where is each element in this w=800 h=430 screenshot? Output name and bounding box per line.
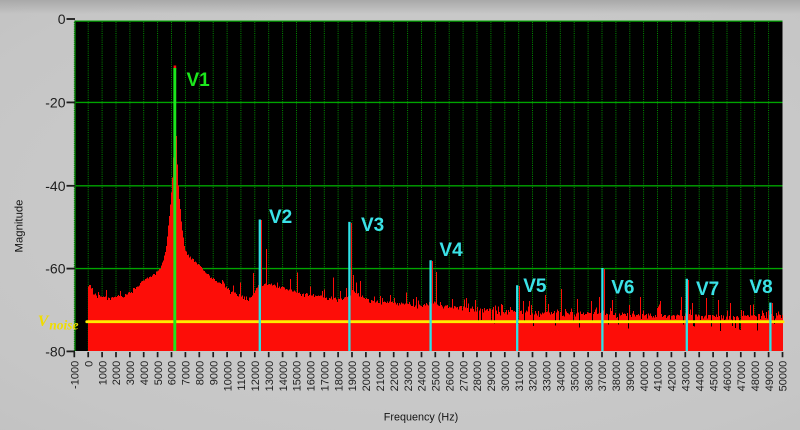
svg-text:26000: 26000 bbox=[444, 361, 456, 392]
svg-text:1000: 1000 bbox=[97, 361, 109, 385]
svg-text:49000: 49000 bbox=[764, 361, 776, 392]
svg-text:23000: 23000 bbox=[403, 361, 415, 392]
svg-text:V3: V3 bbox=[361, 215, 384, 236]
svg-text:42000: 42000 bbox=[667, 361, 679, 392]
svg-text:0: 0 bbox=[58, 11, 66, 27]
svg-text:24000: 24000 bbox=[417, 361, 429, 392]
svg-text:37000: 37000 bbox=[597, 361, 609, 392]
svg-text:V7: V7 bbox=[696, 279, 719, 300]
svg-text:50000: 50000 bbox=[778, 361, 790, 392]
svg-text:V5: V5 bbox=[523, 276, 547, 297]
svg-text:36000: 36000 bbox=[583, 361, 595, 392]
svg-text:17000: 17000 bbox=[320, 361, 332, 392]
svg-text:V: V bbox=[38, 313, 50, 330]
svg-text:-80: -80 bbox=[45, 343, 65, 359]
svg-text:11000: 11000 bbox=[236, 361, 248, 391]
svg-text:4000: 4000 bbox=[139, 361, 151, 385]
svg-text:29000: 29000 bbox=[486, 361, 498, 392]
svg-text:V4: V4 bbox=[439, 240, 463, 261]
svg-text:V2: V2 bbox=[269, 207, 292, 228]
svg-text:-60: -60 bbox=[45, 261, 65, 277]
svg-text:V6: V6 bbox=[611, 278, 634, 299]
svg-text:35000: 35000 bbox=[569, 361, 581, 392]
svg-text:27000: 27000 bbox=[458, 361, 470, 392]
svg-text:0: 0 bbox=[83, 361, 95, 367]
svg-text:V8: V8 bbox=[749, 277, 772, 298]
svg-text:39000: 39000 bbox=[625, 361, 637, 392]
svg-text:21000: 21000 bbox=[375, 361, 387, 392]
svg-text:18000: 18000 bbox=[333, 361, 345, 392]
svg-text:48000: 48000 bbox=[750, 361, 762, 392]
svg-text:12000: 12000 bbox=[250, 361, 262, 392]
svg-text:30000: 30000 bbox=[500, 361, 512, 392]
svg-text:19000: 19000 bbox=[347, 361, 359, 392]
svg-text:13000: 13000 bbox=[264, 361, 276, 392]
svg-text:6000: 6000 bbox=[167, 361, 179, 385]
svg-text:-1000: -1000 bbox=[70, 361, 82, 389]
svg-text:41000: 41000 bbox=[653, 361, 665, 392]
svg-text:46000: 46000 bbox=[722, 361, 734, 392]
svg-text:7000: 7000 bbox=[181, 361, 193, 385]
svg-text:25000: 25000 bbox=[431, 361, 443, 392]
svg-text:2000: 2000 bbox=[111, 361, 123, 385]
svg-text:40000: 40000 bbox=[639, 361, 651, 392]
svg-text:45000: 45000 bbox=[708, 361, 720, 392]
svg-text:47000: 47000 bbox=[736, 361, 748, 392]
svg-text:28000: 28000 bbox=[472, 361, 484, 392]
svg-text:32000: 32000 bbox=[528, 361, 540, 392]
svg-text:5000: 5000 bbox=[153, 361, 165, 385]
svg-text:10000: 10000 bbox=[222, 361, 234, 392]
svg-text:20000: 20000 bbox=[361, 361, 373, 392]
svg-text:44000: 44000 bbox=[694, 361, 706, 392]
svg-text:34000: 34000 bbox=[556, 361, 568, 392]
svg-text:V1: V1 bbox=[187, 70, 211, 91]
svg-text:14000: 14000 bbox=[278, 361, 290, 392]
svg-text:15000: 15000 bbox=[292, 361, 304, 392]
svg-text:noise: noise bbox=[49, 318, 78, 333]
svg-text:38000: 38000 bbox=[611, 361, 623, 392]
svg-text:16000: 16000 bbox=[306, 361, 318, 392]
svg-text:-40: -40 bbox=[45, 178, 65, 194]
svg-text:Magnitude: Magnitude bbox=[13, 200, 25, 253]
svg-text:-20: -20 bbox=[45, 94, 65, 110]
svg-text:3000: 3000 bbox=[125, 361, 137, 385]
svg-text:8000: 8000 bbox=[195, 361, 207, 385]
svg-text:22000: 22000 bbox=[389, 361, 401, 392]
svg-text:33000: 33000 bbox=[542, 361, 554, 392]
svg-text:9000: 9000 bbox=[208, 361, 220, 385]
svg-text:31000: 31000 bbox=[514, 361, 526, 392]
svg-text:43000: 43000 bbox=[681, 361, 693, 392]
svg-text:Frequency (Hz): Frequency (Hz) bbox=[384, 412, 458, 424]
